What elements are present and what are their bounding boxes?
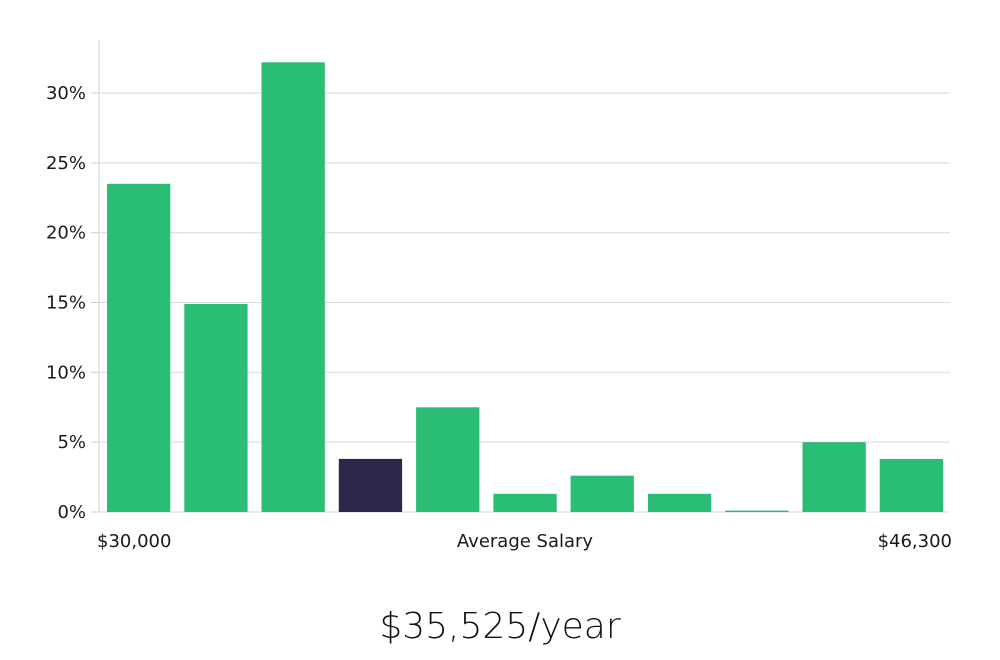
- bar[interactable]: [261, 62, 325, 513]
- bar[interactable]: [570, 475, 634, 512]
- y-tick-labels: 0% 5% 10% 15% 20% 25% 30%: [46, 83, 86, 523]
- bar[interactable]: [802, 442, 866, 512]
- bar[interactable]: [725, 510, 789, 512]
- bar[interactable]: [493, 493, 557, 512]
- bar[interactable]: [879, 458, 943, 512]
- bars: [107, 62, 943, 513]
- axes: [91, 40, 100, 513]
- x-max-label: $46,300: [878, 531, 952, 552]
- y-tick-label: 15%: [46, 293, 86, 314]
- bar[interactable]: [184, 303, 248, 512]
- y-tick-label: 0%: [57, 502, 86, 523]
- bar[interactable]: [416, 407, 480, 512]
- bar[interactable]: [647, 493, 712, 512]
- bar[interactable]: [107, 183, 171, 513]
- bar-highlighted[interactable]: [338, 458, 403, 512]
- y-tick-label: 20%: [46, 223, 86, 244]
- x-min-label: $30,000: [97, 531, 171, 552]
- x-axis-title: Average Salary: [457, 531, 594, 552]
- y-tick-label: 10%: [46, 362, 86, 383]
- y-tick-label: 25%: [46, 153, 86, 174]
- salary-histogram: 0% 5% 10% 15% 20% 25% 30% $30,000 Average Sala…: [46, 40, 952, 552]
- y-tick-label: 5%: [57, 432, 86, 453]
- average-salary-value: $35,525/year: [379, 606, 621, 647]
- y-tick-label: 30%: [46, 83, 86, 104]
